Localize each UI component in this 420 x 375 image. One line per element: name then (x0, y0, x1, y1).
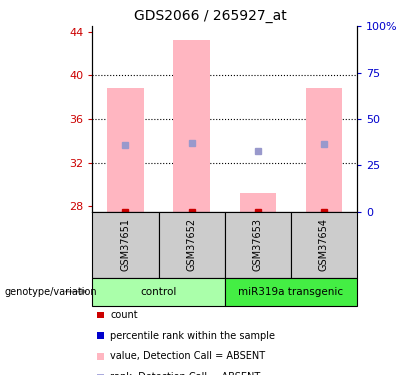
Bar (239, 193, 276, 212)
Text: GDS2066 / 265927_at: GDS2066 / 265927_at (134, 9, 286, 23)
Text: rank, Detection Call = ABSENT: rank, Detection Call = ABSENT (110, 372, 261, 375)
Text: count: count (110, 310, 138, 320)
Text: miR319a transgenic: miR319a transgenic (238, 286, 344, 297)
Text: genotype/variation: genotype/variation (4, 286, 97, 297)
Text: GSM37653: GSM37653 (253, 218, 263, 271)
Text: value, Detection Call = ABSENT: value, Detection Call = ABSENT (110, 351, 265, 361)
Text: GSM37652: GSM37652 (186, 218, 197, 271)
Text: GSM37651: GSM37651 (121, 218, 131, 271)
Bar (306, 88, 342, 212)
Text: control: control (140, 286, 177, 297)
Text: GSM37654: GSM37654 (319, 218, 329, 271)
Bar (173, 40, 210, 212)
Bar (107, 88, 144, 212)
Text: percentile rank within the sample: percentile rank within the sample (110, 331, 276, 340)
